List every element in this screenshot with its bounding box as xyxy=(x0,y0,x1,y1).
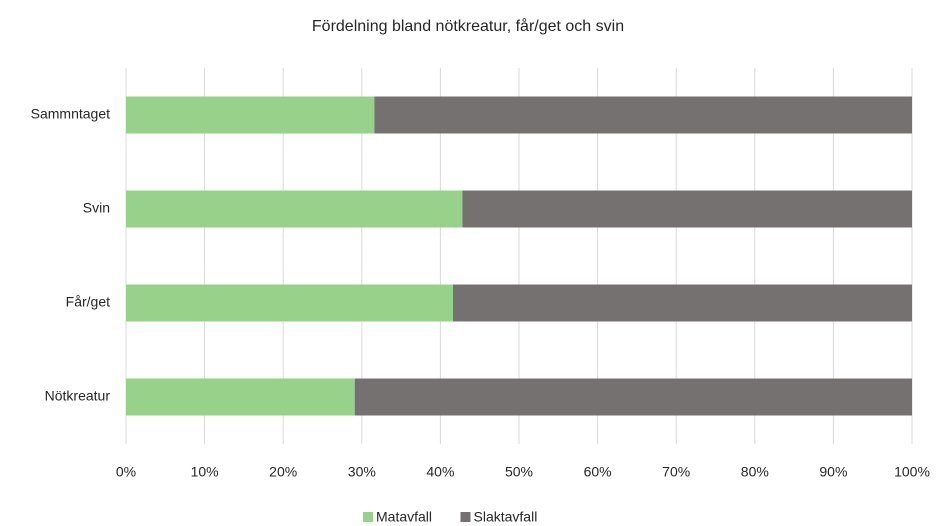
x-tick-label: 0% xyxy=(116,464,136,480)
bar-segment xyxy=(126,378,355,416)
x-tick-label: 80% xyxy=(741,464,769,480)
bar-segment xyxy=(126,190,463,228)
y-tick-label: Får/get xyxy=(66,294,110,310)
bar-segment xyxy=(452,284,912,322)
x-tick-label: 60% xyxy=(584,464,612,480)
y-tick-label: Nötkreatur xyxy=(45,388,111,404)
bar-segment xyxy=(126,284,453,322)
x-tick-label: 40% xyxy=(426,464,454,480)
x-tick-label: 20% xyxy=(269,464,297,480)
x-tick-label: 10% xyxy=(191,464,219,480)
y-tick-label: Sammntaget xyxy=(31,106,110,122)
legend-label: Slaktavfall xyxy=(474,509,538,525)
bar-segment xyxy=(462,190,912,228)
bar-segment xyxy=(126,96,375,134)
chart-title: Fördelning bland nötkreatur, får/get och… xyxy=(312,17,624,35)
x-tick-label: 90% xyxy=(819,464,847,480)
bar-segment xyxy=(354,378,912,416)
bar-segment xyxy=(374,96,913,134)
y-tick-label: Svin xyxy=(83,200,110,216)
x-tick-label: 100% xyxy=(894,464,930,480)
legend-label: Matavfall xyxy=(376,509,432,525)
x-tick-label: 70% xyxy=(662,464,690,480)
x-tick-label: 50% xyxy=(505,464,533,480)
x-tick-label: 30% xyxy=(348,464,376,480)
legend-swatch xyxy=(460,512,471,522)
legend-swatch xyxy=(363,512,373,522)
